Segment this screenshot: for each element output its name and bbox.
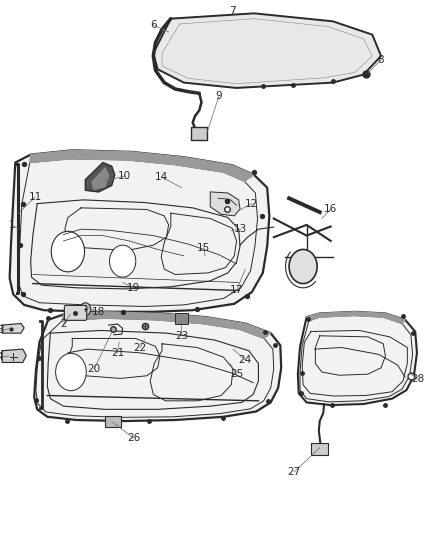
Polygon shape [10,150,269,312]
Circle shape [110,245,136,277]
Text: 11: 11 [28,192,42,202]
Polygon shape [30,150,254,181]
Polygon shape [85,163,115,192]
Polygon shape [2,324,24,333]
Circle shape [289,249,317,284]
Text: 27: 27 [288,467,301,477]
FancyBboxPatch shape [175,313,188,324]
Polygon shape [2,349,26,362]
Text: 19: 19 [127,283,140,293]
Text: 16: 16 [324,204,337,214]
Text: 15: 15 [197,243,210,253]
Circle shape [56,353,86,391]
FancyBboxPatch shape [191,127,207,140]
Circle shape [80,303,91,316]
Polygon shape [298,312,417,405]
Text: 7: 7 [229,6,236,15]
Text: 9: 9 [215,91,223,101]
Polygon shape [62,312,271,338]
FancyBboxPatch shape [311,443,328,455]
Text: 17: 17 [230,286,243,295]
Text: 3: 3 [0,326,4,335]
Text: 13: 13 [234,224,247,234]
Text: 10: 10 [118,171,131,181]
Polygon shape [210,192,240,216]
Circle shape [51,231,85,272]
Text: 21: 21 [111,348,124,358]
Text: 2: 2 [60,319,67,329]
Text: 26: 26 [127,433,140,443]
Polygon shape [307,312,405,324]
FancyBboxPatch shape [105,416,121,427]
Text: 22: 22 [134,343,147,352]
Text: 25: 25 [230,369,243,379]
Text: 20: 20 [88,364,101,374]
Polygon shape [153,13,381,88]
Polygon shape [34,312,281,421]
Text: 23: 23 [175,331,188,341]
Text: 4: 4 [0,352,4,362]
Text: 28: 28 [412,375,425,384]
Polygon shape [92,168,109,189]
FancyBboxPatch shape [64,305,87,320]
Text: 1: 1 [9,220,16,230]
Text: 6: 6 [150,20,157,30]
Text: 24: 24 [239,355,252,365]
Text: 18: 18 [92,307,105,317]
Text: 12: 12 [245,199,258,208]
Text: 8: 8 [378,55,385,64]
Text: 14: 14 [155,172,168,182]
